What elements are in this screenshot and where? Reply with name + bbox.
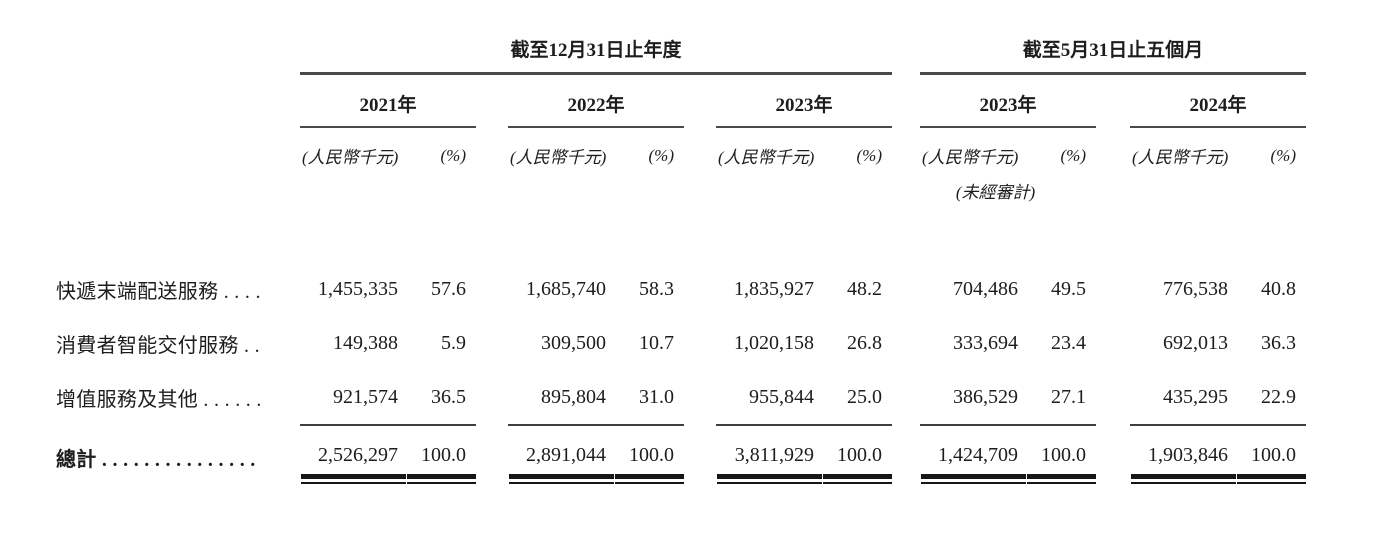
value-cell: 309,500 [541,331,606,354]
total-double-rule [921,474,1026,484]
total-pct-cell: 100.0 [406,425,476,485]
unaudited-note: (未經審計) [955,183,1036,202]
corner-cell [55,34,300,74]
total-value-cell: 3,811,929 [716,425,822,485]
unit-label-2021: (人民幣千元) [302,148,399,167]
pct-cell: 49.5 [1051,277,1086,300]
total-value-cell: 1,903,846 [1130,425,1236,485]
value-cell: 1,020,158 [734,331,814,354]
total-value: 100.0 [1251,444,1296,466]
total-value-cell: 1,424,709 [920,425,1026,485]
pct-label-2022: (%) [648,145,674,165]
value-cell: 386,529 [920,370,1026,426]
table-row-consumer-smart-delivery: 消費者智能交付服務 . . 149,388 5.9 309,500 10.7 1… [55,316,1306,370]
value-cell: 776,538 [1163,277,1228,300]
total-pct-cell: 100.0 [1026,425,1096,485]
total-double-rule [407,474,476,484]
total-value: 100.0 [421,444,466,466]
value-cell: 333,694 [953,331,1018,354]
total-value: 2,891,044 [526,444,606,466]
pct-label-2023-5m: (%) [1060,145,1086,165]
pct-label-2024-5m: (%) [1270,145,1296,165]
pct-cell: 25.0 [822,370,892,426]
pct-cell: 36.3 [1261,331,1296,354]
revenue-breakdown-table: 截至12月31日止年度 截至5月31日止五個月 2021年 2022年 2023… [55,34,1306,485]
row-label: 消費者智能交付服務 . . [56,334,260,357]
total-value-cell: 2,526,297 [300,425,406,485]
total-double-rule [509,474,614,484]
value-cell: 704,486 [953,277,1018,300]
value-cell: 1,835,927 [734,277,814,300]
table-row-value-added-services: 增值服務及其他 . . . . . . 921,574 36.5 895,804… [55,370,1306,426]
section-title-annual: 截至12月31日止年度 [300,34,892,75]
pct-cell: 22.9 [1236,370,1306,426]
unit-label-2023-5m: (人民幣千元) [922,148,1019,167]
year-header-2022: 2022年 [508,73,684,128]
unaudited-row: (未經審計) [55,169,1306,204]
total-value: 1,903,846 [1148,444,1228,466]
pct-cell: 57.6 [431,277,466,300]
year-header-2024-5m: 2024年 [1130,73,1306,128]
total-label: 總計 . . . . . . . . . . . . . . . [56,449,256,471]
row-label: 快遞末端配送服務 . . . . [56,280,261,303]
total-value: 100.0 [1041,444,1086,466]
value-cell: 692,013 [1163,331,1228,354]
value-cell: 149,388 [333,331,398,354]
pct-cell: 58.3 [639,277,674,300]
pct-cell: 23.4 [1051,331,1086,354]
value-cell: 921,574 [300,370,406,426]
value-cell: 435,295 [1130,370,1236,426]
pct-cell: 27.1 [1026,370,1096,426]
total-double-rule [301,474,406,484]
document-page: 截至12月31日止年度 截至5月31日止五個月 2021年 2022年 2023… [55,34,1306,485]
value-cell: 1,455,335 [318,277,398,300]
pct-cell: 26.8 [847,331,882,354]
pct-cell: 40.8 [1261,277,1296,300]
value-cell: 955,844 [716,370,822,426]
unit-label-2023: (人民幣千元) [718,148,815,167]
total-value: 2,526,297 [318,444,398,466]
section-title-five-months: 截至5月31日止五個月 [920,34,1306,75]
total-double-rule [615,474,684,484]
total-double-rule [1131,474,1236,484]
value-cell: 1,685,740 [526,277,606,300]
row-label: 增值服務及其他 . . . . . . [56,389,262,411]
table-row-total: 總計 . . . . . . . . . . . . . . . 2,526,2… [55,425,1306,485]
spacer-row [55,204,1306,262]
year-header-2023-5m: 2023年 [920,73,1096,128]
pct-cell: 31.0 [614,370,684,426]
section-header-row: 截至12月31日止年度 截至5月31日止五個月 [55,34,1306,75]
section-gap [892,34,920,74]
pct-cell: 10.7 [639,331,674,354]
total-double-rule [1237,474,1306,484]
value-cell: 895,804 [508,370,614,426]
year-header-row: 2021年 2022年 2023年 2023年 2024年 [55,73,1306,128]
year-header-2023: 2023年 [716,73,892,128]
year-header-2021: 2021年 [300,73,476,128]
unit-label-2022: (人民幣千元) [510,148,607,167]
pct-label-2023: (%) [856,145,882,165]
total-double-rule [717,474,822,484]
unit-label-2024-5m: (人民幣千元) [1132,148,1229,167]
pct-cell: 48.2 [847,277,882,300]
total-value: 3,811,929 [734,444,814,466]
total-double-rule [1027,474,1096,484]
total-value-cell: 2,891,044 [508,425,614,485]
total-value: 100.0 [837,444,882,466]
total-value: 1,424,709 [938,444,1018,466]
pct-label-2021: (%) [440,145,466,165]
total-double-rule [823,474,892,484]
total-value: 100.0 [629,444,674,466]
total-pct-cell: 100.0 [1236,425,1306,485]
unit-header-row: (人民幣千元) (%) (人民幣千元) (%) (人民幣千元) (%) (人民幣… [55,127,1306,169]
pct-cell: 5.9 [441,331,466,354]
total-pct-cell: 100.0 [822,425,892,485]
pct-cell: 36.5 [406,370,476,426]
total-pct-cell: 100.0 [614,425,684,485]
table-row-express-terminal-delivery: 快遞末端配送服務 . . . . 1,455,335 57.6 1,685,74… [55,262,1306,316]
